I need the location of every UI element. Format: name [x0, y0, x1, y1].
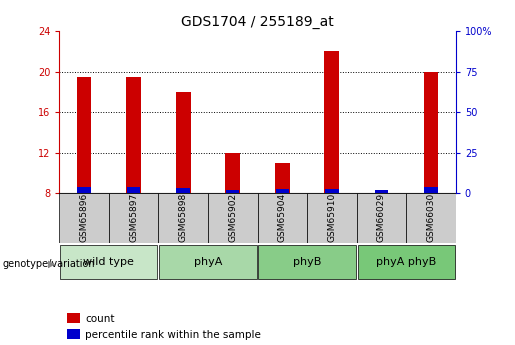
Bar [356, 193, 406, 243]
Bar [324, 51, 339, 193]
Text: GSM65910: GSM65910 [328, 193, 336, 242]
Title: GDS1704 / 255189_at: GDS1704 / 255189_at [181, 14, 334, 29]
Bar [208, 193, 258, 243]
Bar [276, 189, 289, 193]
Text: wild type: wild type [83, 257, 134, 267]
Bar [259, 245, 356, 279]
Bar [258, 193, 307, 243]
Text: phyA phyB: phyA phyB [376, 257, 436, 267]
Bar [59, 193, 109, 243]
Text: percentile rank within the sample: percentile rank within the sample [85, 330, 261, 339]
Text: GSM65898: GSM65898 [179, 193, 187, 242]
Bar [424, 187, 438, 193]
Bar [77, 187, 91, 193]
Text: ▶: ▶ [47, 259, 55, 269]
Bar [423, 71, 438, 193]
Text: GSM65902: GSM65902 [228, 193, 237, 242]
Text: GSM65896: GSM65896 [79, 193, 89, 242]
Text: GSM66030: GSM66030 [426, 193, 436, 242]
Text: genotype/variation: genotype/variation [3, 259, 95, 269]
Text: count: count [85, 314, 114, 324]
Bar [225, 152, 240, 193]
Text: GSM66029: GSM66029 [377, 193, 386, 242]
Text: GSM65904: GSM65904 [278, 193, 287, 242]
Bar [226, 190, 239, 193]
Bar [127, 187, 140, 193]
Bar [159, 193, 208, 243]
Bar [60, 245, 158, 279]
Bar [109, 193, 159, 243]
Text: phyA: phyA [194, 257, 222, 267]
Bar [126, 77, 141, 193]
Bar [325, 189, 338, 193]
Bar [307, 193, 356, 243]
Bar [159, 245, 256, 279]
Text: GSM65897: GSM65897 [129, 193, 138, 242]
Bar [177, 188, 190, 193]
Bar [176, 92, 191, 193]
Bar [275, 163, 290, 193]
Bar [406, 193, 456, 243]
Bar [375, 190, 388, 193]
Bar [357, 245, 455, 279]
Text: phyB: phyB [293, 257, 321, 267]
Bar [77, 77, 92, 193]
